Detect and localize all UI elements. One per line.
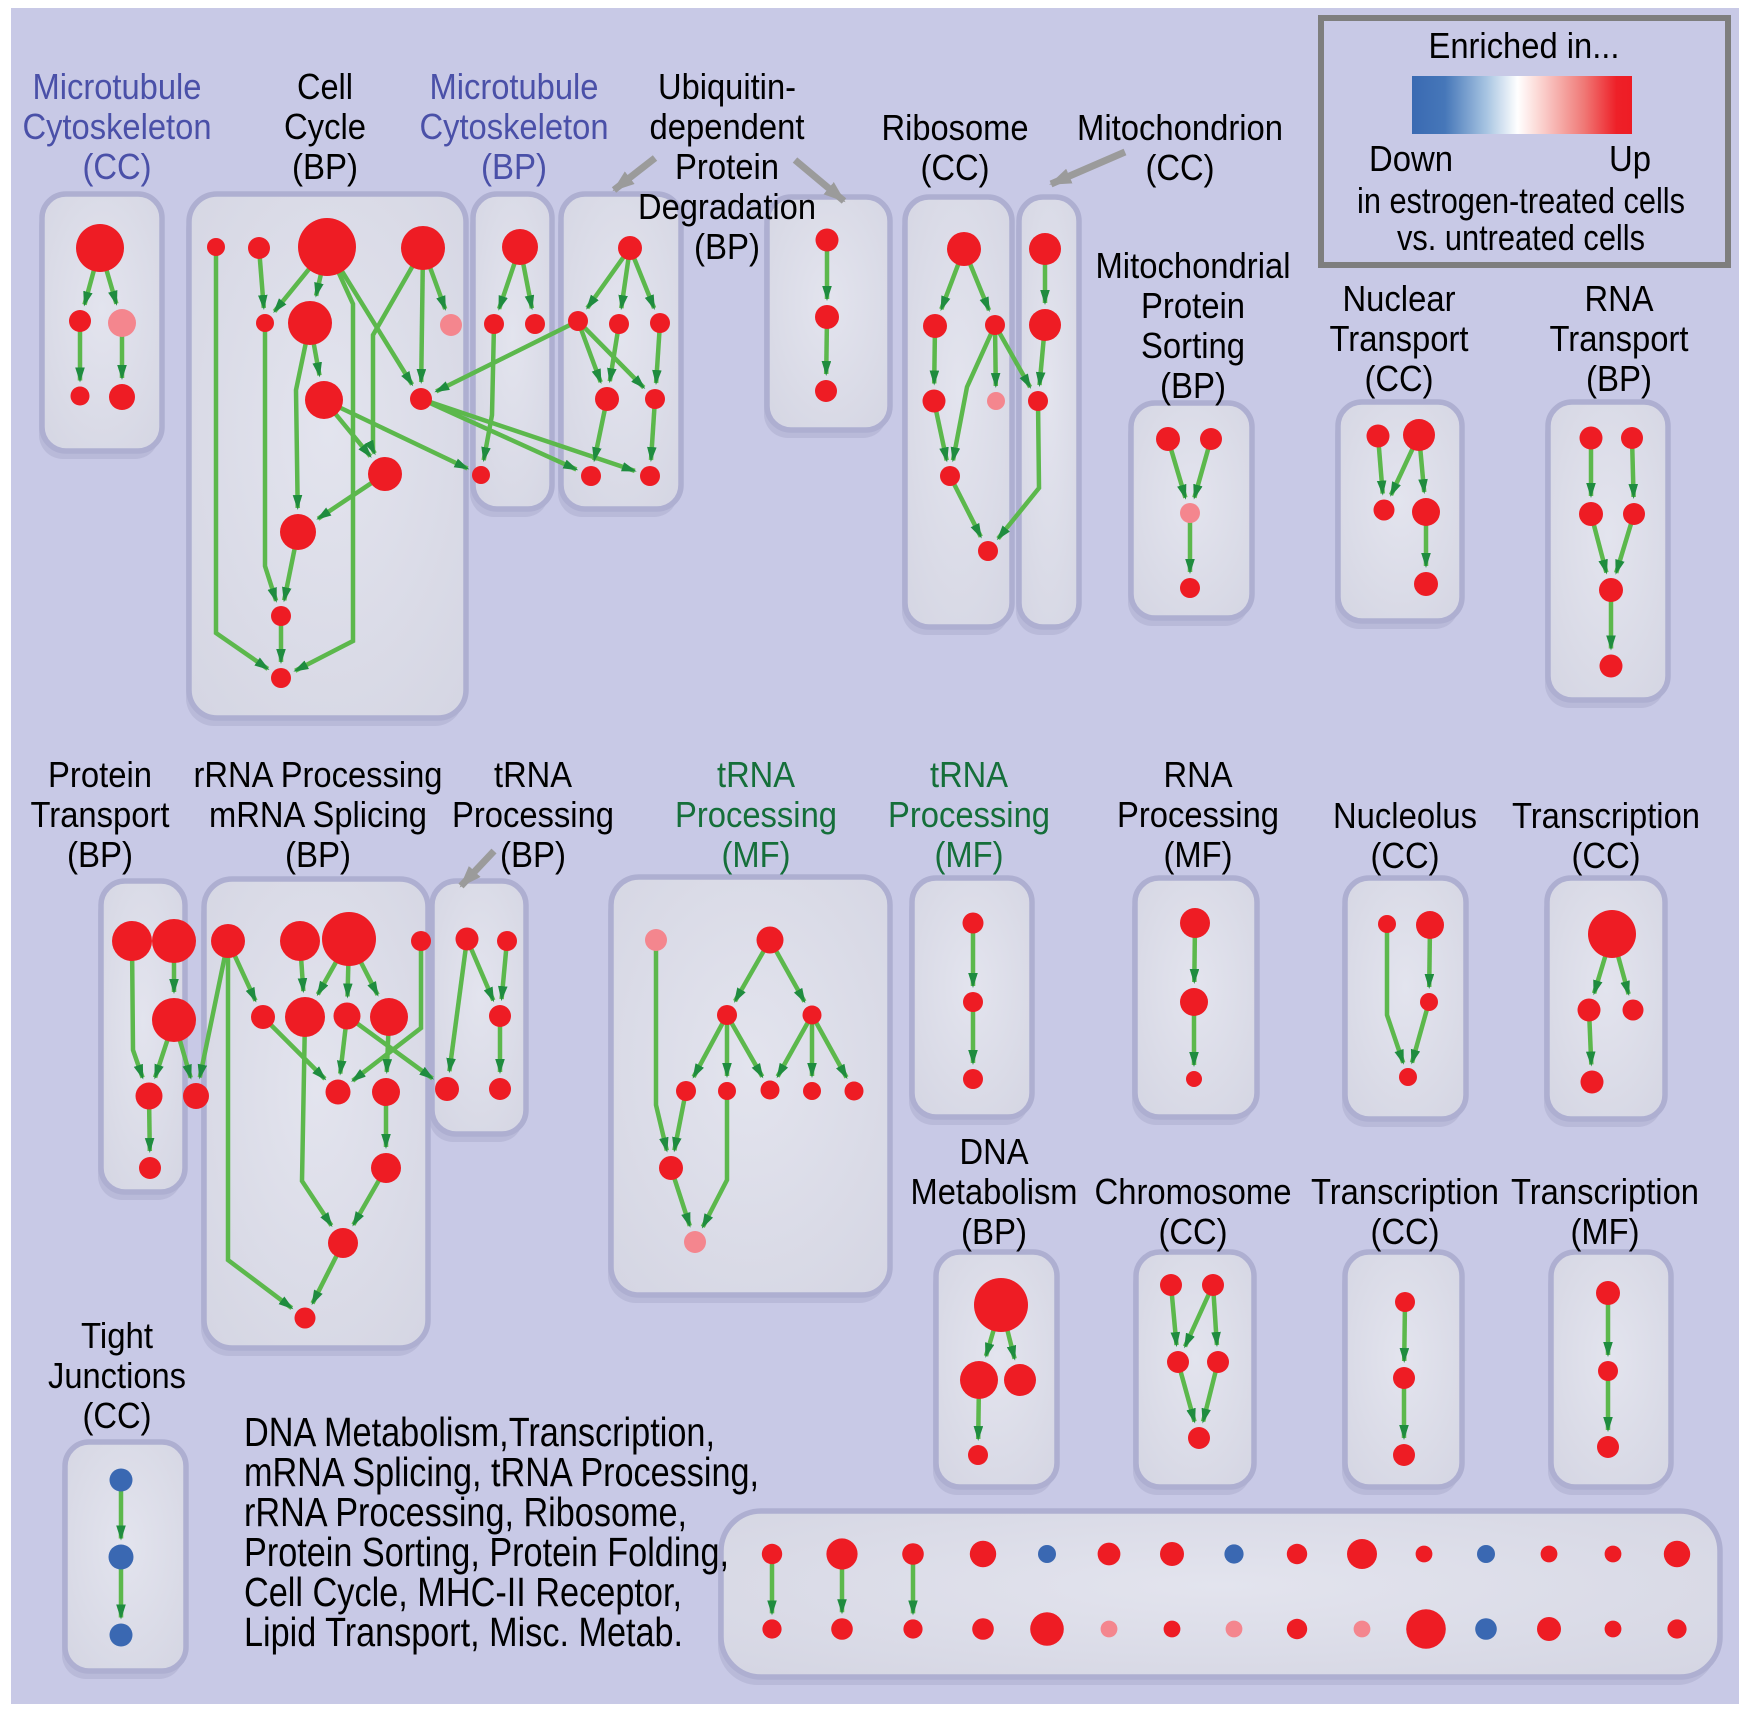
svg-text:Metabolism: Metabolism bbox=[911, 1171, 1078, 1212]
svg-text:Down: Down bbox=[1369, 138, 1453, 179]
svg-text:(BP): (BP) bbox=[961, 1211, 1027, 1252]
svg-text:Cytoskeleton: Cytoskeleton bbox=[23, 106, 212, 147]
svg-text:Protein Sorting, Protein Foldi: Protein Sorting, Protein Folding, bbox=[244, 1529, 729, 1575]
svg-text:rRNA Processing: rRNA Processing bbox=[194, 754, 443, 795]
svg-text:Transport: Transport bbox=[31, 794, 170, 835]
svg-text:DNA: DNA bbox=[960, 1131, 1029, 1172]
svg-text:dependent: dependent bbox=[650, 106, 805, 147]
svg-text:Protein: Protein bbox=[48, 754, 152, 795]
svg-text:(BP): (BP) bbox=[285, 834, 351, 875]
svg-text:tRNA: tRNA bbox=[717, 754, 795, 795]
svg-text:Degradation: Degradation bbox=[638, 186, 816, 227]
svg-text:(MF): (MF) bbox=[1164, 834, 1233, 875]
svg-text:(CC): (CC) bbox=[1371, 835, 1440, 876]
svg-text:Chromosome: Chromosome bbox=[1095, 1171, 1292, 1212]
svg-text:Transport: Transport bbox=[1550, 318, 1689, 359]
svg-text:tRNA: tRNA bbox=[494, 754, 572, 795]
svg-text:(MF): (MF) bbox=[722, 834, 791, 875]
svg-text:(BP): (BP) bbox=[1586, 358, 1652, 399]
svg-text:(CC): (CC) bbox=[1159, 1211, 1228, 1252]
svg-text:(BP): (BP) bbox=[500, 834, 566, 875]
svg-text:Ribosome: Ribosome bbox=[882, 107, 1029, 148]
svg-text:Cell Cycle, MHC-II Receptor,: Cell Cycle, MHC-II Receptor, bbox=[244, 1569, 682, 1615]
svg-text:Enriched in...: Enriched in... bbox=[1429, 25, 1620, 66]
svg-text:(CC): (CC) bbox=[1365, 358, 1434, 399]
svg-text:in estrogen-treated cells: in estrogen-treated cells bbox=[1357, 180, 1685, 221]
svg-text:Transcription: Transcription bbox=[1511, 1171, 1699, 1212]
svg-text:Cell: Cell bbox=[297, 66, 353, 107]
svg-text:Transcription: Transcription bbox=[1512, 795, 1700, 836]
svg-text:Tight: Tight bbox=[81, 1315, 153, 1356]
svg-text:RNA: RNA bbox=[1164, 754, 1233, 795]
svg-text:Mitochondrion: Mitochondrion bbox=[1077, 107, 1283, 148]
svg-text:(BP): (BP) bbox=[292, 146, 358, 187]
svg-text:Lipid Transport, Misc. Metab.: Lipid Transport, Misc. Metab. bbox=[244, 1609, 683, 1655]
svg-text:Junctions: Junctions bbox=[48, 1355, 186, 1396]
svg-text:rRNA Processing, Ribosome,: rRNA Processing, Ribosome, bbox=[244, 1489, 687, 1535]
svg-text:(CC): (CC) bbox=[83, 146, 152, 187]
svg-text:RNA: RNA bbox=[1585, 278, 1654, 319]
svg-text:Protein: Protein bbox=[1141, 285, 1245, 326]
svg-text:Transport: Transport bbox=[1330, 318, 1469, 359]
svg-text:(BP): (BP) bbox=[694, 226, 760, 267]
svg-text:Sorting: Sorting bbox=[1141, 325, 1245, 366]
svg-text:Protein: Protein bbox=[675, 146, 779, 187]
svg-text:DNA Metabolism,Transcription,: DNA Metabolism,Transcription, bbox=[244, 1409, 715, 1455]
svg-text:(CC): (CC) bbox=[1572, 835, 1641, 876]
svg-text:Processing: Processing bbox=[888, 794, 1050, 835]
svg-text:Microtubule: Microtubule bbox=[33, 66, 202, 107]
svg-text:vs. untreated cells: vs. untreated cells bbox=[1397, 217, 1645, 258]
svg-text:(BP): (BP) bbox=[481, 146, 547, 187]
svg-text:(BP): (BP) bbox=[1160, 365, 1226, 406]
svg-text:mRNA Splicing, tRNA Processing: mRNA Splicing, tRNA Processing, bbox=[244, 1449, 759, 1495]
svg-text:tRNA: tRNA bbox=[930, 754, 1008, 795]
svg-text:Ubiquitin-: Ubiquitin- bbox=[658, 66, 796, 107]
svg-text:(MF): (MF) bbox=[1571, 1211, 1640, 1252]
svg-text:Nuclear: Nuclear bbox=[1343, 278, 1456, 319]
svg-text:mRNA Splicing: mRNA Splicing bbox=[209, 794, 427, 835]
svg-text:(BP): (BP) bbox=[67, 834, 133, 875]
svg-text:Microtubule: Microtubule bbox=[430, 66, 599, 107]
svg-text:Processing: Processing bbox=[675, 794, 837, 835]
svg-text:(CC): (CC) bbox=[1146, 147, 1215, 188]
svg-text:Up: Up bbox=[1609, 138, 1651, 179]
svg-text:Processing: Processing bbox=[452, 794, 614, 835]
svg-text:Processing: Processing bbox=[1117, 794, 1279, 835]
svg-text:Mitochondrial: Mitochondrial bbox=[1096, 245, 1291, 286]
svg-text:Cytoskeleton: Cytoskeleton bbox=[420, 106, 609, 147]
svg-text:Nucleolus: Nucleolus bbox=[1333, 795, 1477, 836]
svg-text:(CC): (CC) bbox=[1371, 1211, 1440, 1252]
svg-text:(MF): (MF) bbox=[935, 834, 1004, 875]
svg-text:Cycle: Cycle bbox=[284, 106, 366, 147]
svg-text:Transcription: Transcription bbox=[1311, 1171, 1499, 1212]
svg-text:(CC): (CC) bbox=[921, 147, 990, 188]
svg-text:(CC): (CC) bbox=[83, 1395, 152, 1436]
